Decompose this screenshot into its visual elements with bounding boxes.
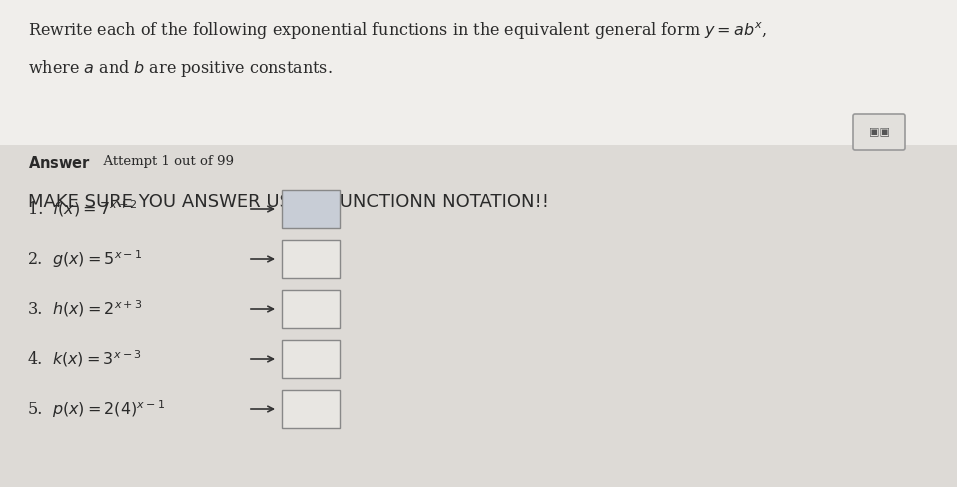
Text: $g(x) = 5^{x-1}$: $g(x) = 5^{x-1}$: [52, 248, 143, 270]
Bar: [0, 145, 957, 487]
Text: 5.: 5.: [28, 400, 43, 417]
FancyBboxPatch shape: [282, 290, 340, 328]
Bar: [0, 0, 957, 145]
FancyBboxPatch shape: [282, 390, 340, 428]
Text: MAKE SURE YOU ANSWER USING FUNCTIONN NOTATION!!: MAKE SURE YOU ANSWER USING FUNCTIONN NOT…: [28, 193, 549, 211]
Text: $k(x) = 3^{x-3}$: $k(x) = 3^{x-3}$: [52, 349, 142, 369]
Text: Attempt 1 out of 99: Attempt 1 out of 99: [95, 155, 234, 168]
FancyBboxPatch shape: [853, 114, 905, 150]
Text: 2.: 2.: [28, 250, 43, 267]
Text: $p(x) = 2(4)^{x-1}$: $p(x) = 2(4)^{x-1}$: [52, 398, 166, 420]
Text: $\mathbf{Answer}$: $\mathbf{Answer}$: [28, 155, 91, 171]
Text: 1.: 1.: [28, 201, 43, 218]
Text: $h(x) = 2^{x+3}$: $h(x) = 2^{x+3}$: [52, 299, 143, 319]
FancyBboxPatch shape: [282, 240, 340, 278]
Text: Rewrite each of the following exponential functions in the equivalent general fo: Rewrite each of the following exponentia…: [28, 20, 768, 41]
Text: $f(x) = 7^{x+2}$: $f(x) = 7^{x+2}$: [52, 199, 138, 219]
FancyBboxPatch shape: [282, 190, 340, 228]
Text: where $a$ and $b$ are positive constants.: where $a$ and $b$ are positive constants…: [28, 58, 333, 79]
Text: 3.: 3.: [28, 300, 43, 318]
Text: ▣▣: ▣▣: [869, 127, 889, 137]
Text: 4.: 4.: [28, 351, 43, 368]
FancyBboxPatch shape: [282, 340, 340, 378]
